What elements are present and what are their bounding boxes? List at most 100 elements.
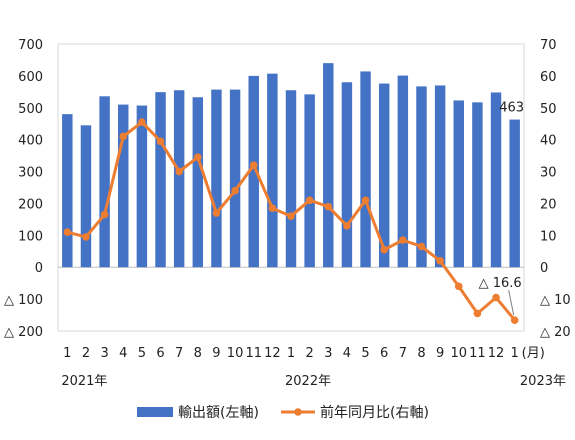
bar-series xyxy=(62,63,520,268)
line-point xyxy=(287,212,295,220)
left-axis-tick-label: 600 xyxy=(18,70,43,85)
right-axis-tick-label: 30 xyxy=(540,166,557,181)
right-axis-tick-label: 20 xyxy=(540,197,557,212)
bar xyxy=(118,104,129,268)
legend-bar-swatch xyxy=(137,407,173,417)
bar xyxy=(416,86,427,268)
annotation-leader xyxy=(508,290,515,316)
bar xyxy=(267,73,278,268)
bar xyxy=(323,63,334,268)
bar xyxy=(453,100,464,268)
bar xyxy=(378,83,390,268)
bar xyxy=(192,97,204,268)
line-point xyxy=(63,228,72,236)
bar xyxy=(472,102,483,268)
month-unit-label: (月) xyxy=(522,346,545,361)
line-point xyxy=(175,167,183,176)
bar xyxy=(173,90,185,268)
x-tick-label: 1 xyxy=(63,346,71,361)
x-tick-label: 7 xyxy=(399,346,407,361)
bar xyxy=(248,75,259,268)
left-axis-tick-label: 300 xyxy=(18,166,43,181)
left-axis-tick-label: 100 xyxy=(18,229,43,244)
x-tick-label: 12 xyxy=(264,346,281,361)
x-tick-label: 6 xyxy=(156,346,164,361)
year-label: 2021年 xyxy=(61,374,107,389)
tick-labels: 700 600 500 400 300 200 100 0 △ 100 △ 200 70 60 50 40… xyxy=(4,38,571,389)
x-tick-label: 9 xyxy=(436,346,444,361)
bar xyxy=(397,75,409,268)
x-tick-label: 3 xyxy=(100,346,108,361)
legend-bar-label: 輸出額(左軸) xyxy=(178,405,259,421)
right-axis-tick-label: 50 xyxy=(540,102,557,117)
x-tick-label: 12 xyxy=(488,346,505,361)
x-tick-label: 10 xyxy=(227,346,244,361)
bar xyxy=(490,92,502,268)
x-tick-label: 2 xyxy=(305,346,313,361)
x-tick-label: 11 xyxy=(469,346,486,361)
line-point xyxy=(212,209,221,217)
x-tick-label: 11 xyxy=(245,346,262,361)
line-point xyxy=(268,204,277,213)
year-label: 2022年 xyxy=(285,374,331,389)
bar xyxy=(341,82,353,268)
left-axis-tick-label: 700 xyxy=(18,38,43,53)
line-point xyxy=(100,210,109,219)
line-point xyxy=(473,309,482,318)
bar xyxy=(304,94,315,268)
x-tick-label: 5 xyxy=(138,346,146,361)
x-tick-label: 8 xyxy=(194,346,202,361)
line-point xyxy=(510,316,519,324)
bar xyxy=(62,114,73,268)
right-axis-tick-label: 10 xyxy=(540,229,557,244)
bar xyxy=(434,85,446,268)
left-axis-tick-label: 400 xyxy=(18,134,43,149)
x-tick-label: 6 xyxy=(380,346,388,361)
x-tick-label: 1 xyxy=(287,346,295,361)
x-tick-label: 2 xyxy=(82,346,90,361)
line-point xyxy=(417,242,426,251)
line-point xyxy=(156,137,165,146)
bar xyxy=(155,92,166,268)
line-point xyxy=(380,245,389,254)
line-series xyxy=(63,118,519,324)
right-axis-tick-label: △ 20 xyxy=(540,325,571,340)
left-axis-tick-label: △ 100 xyxy=(4,293,43,308)
left-axis-tick-label: 500 xyxy=(18,102,43,117)
line-point xyxy=(119,132,128,141)
line-point xyxy=(231,186,239,195)
bar xyxy=(80,125,92,268)
line-point xyxy=(399,236,407,244)
right-axis-tick-label: 0 xyxy=(540,261,548,276)
line-point xyxy=(138,118,146,126)
x-tick-label: 7 xyxy=(175,346,183,361)
plot-frame xyxy=(57,43,525,332)
x-tick-label: 1 xyxy=(511,346,519,361)
bar xyxy=(211,89,222,268)
right-axis-tick-label: △ 10 xyxy=(540,293,571,308)
line-point xyxy=(436,257,444,265)
bar xyxy=(229,89,241,268)
line-point xyxy=(82,233,90,241)
right-axis-tick-label: 60 xyxy=(540,70,557,85)
left-axis-tick-label: △ 200 xyxy=(4,325,43,340)
line-point xyxy=(194,153,202,162)
bar xyxy=(285,90,297,268)
x-tick-label: 9 xyxy=(212,346,220,361)
x-tick-label: 3 xyxy=(324,346,332,361)
legend: 輸出額(左軸) 前年同月比(右軸) xyxy=(137,404,429,421)
right-axis-tick-label: 40 xyxy=(540,134,557,149)
legend-line-marker xyxy=(294,408,302,416)
x-tick-label: 5 xyxy=(361,346,369,361)
line-point xyxy=(492,293,500,302)
x-tick-label: 4 xyxy=(119,346,127,361)
line-point xyxy=(305,196,314,205)
line-data-label: △ 16.6 xyxy=(479,276,522,291)
bar xyxy=(360,71,371,268)
right-axis-tick-label: 70 xyxy=(540,38,557,53)
x-tick-label: 4 xyxy=(343,346,351,361)
left-axis-tick-label: 200 xyxy=(18,197,43,212)
x-tick-label: 10 xyxy=(450,346,467,361)
x-tick-label: 8 xyxy=(417,346,425,361)
